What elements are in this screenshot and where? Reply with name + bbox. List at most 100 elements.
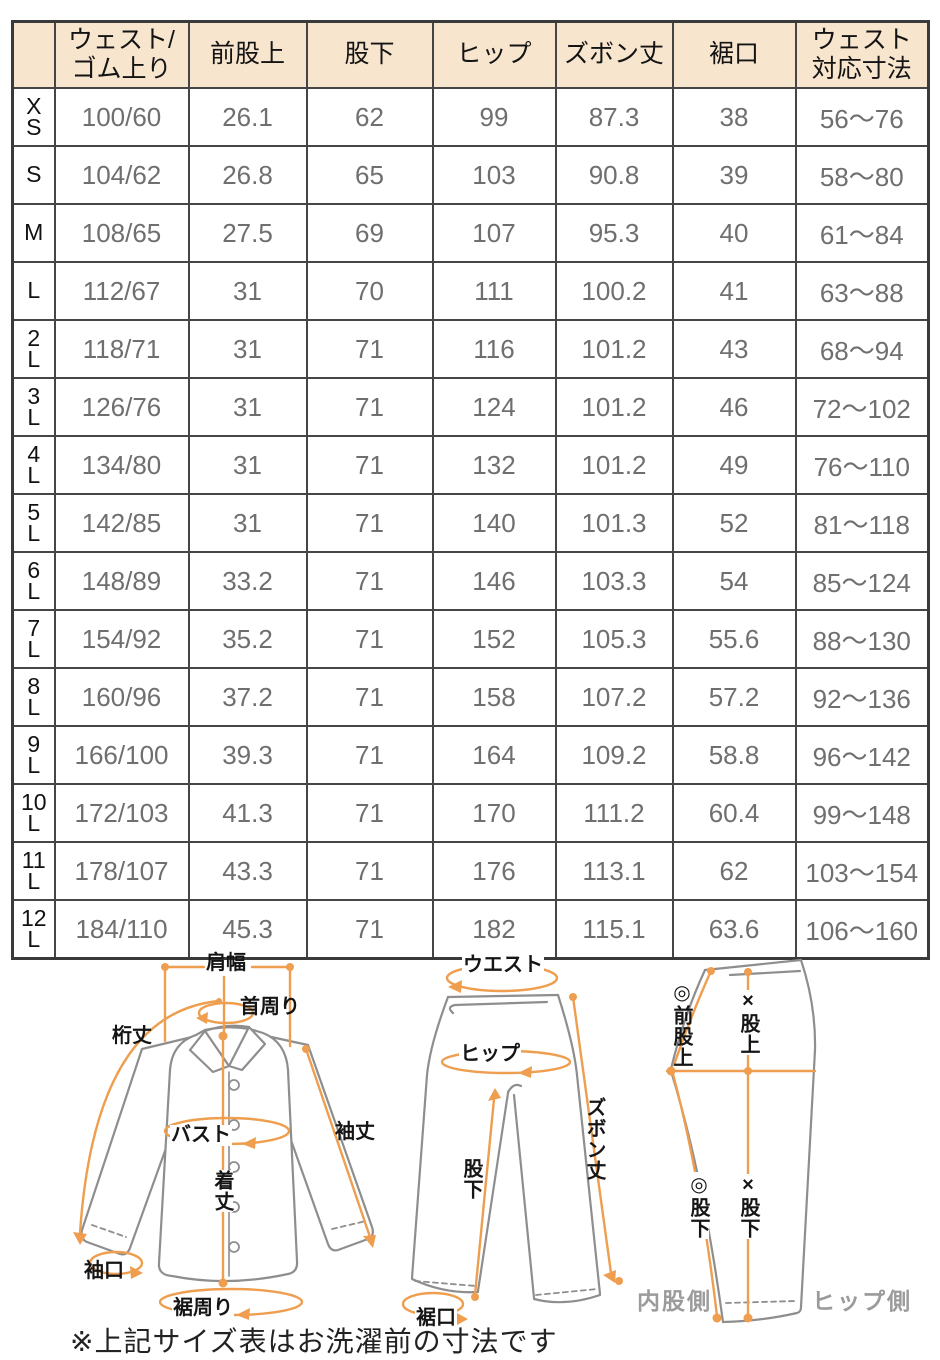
table-row: X S 100/60 26.1 62 99 87.3 38 56〜76 xyxy=(11,87,930,147)
measurement-value-cell: 31 xyxy=(187,261,308,321)
measurement-value-cell: 37.2 xyxy=(187,667,308,727)
measurement-value-cell: 99〜148 xyxy=(794,783,930,843)
measurement-value-cell: 58〜80 xyxy=(794,145,930,205)
pants-length-label: ズボン丈 xyxy=(583,1097,605,1181)
measurement-value-cell: 26.1 xyxy=(187,87,308,147)
size-chart-table: ウェスト/ ゴム上り 前股上 股下 ヒップ ズボン丈 裾口 ウェスト 対応寸法 … xyxy=(11,20,930,960)
measurement-value-cell: 166/100 xyxy=(53,725,190,785)
header-hem-opening: 裾口 xyxy=(671,20,797,89)
measurement-value-cell: 43.3 xyxy=(187,841,308,901)
measurement-value-cell: 57.2 xyxy=(671,667,797,727)
size-label: 3 L xyxy=(11,377,56,437)
measurement-value-cell: 26.8 xyxy=(187,145,308,205)
measurement-value-cell: 62 xyxy=(305,87,434,147)
table-row: S 104/62 26.8 65 103 90.8 39 58〜80 xyxy=(11,145,930,205)
table-row: 11 L 178/107 43.3 71 176 113.1 62 103〜154 xyxy=(11,841,930,901)
measurement-value-cell: 109.2 xyxy=(554,725,674,785)
size-label: 6 L xyxy=(11,551,56,611)
size-label: 4 L xyxy=(11,435,56,495)
size-label: S xyxy=(11,145,56,205)
measurement-value-cell: 170 xyxy=(431,783,557,843)
hem-opening-label: 裾口 xyxy=(415,1307,457,1329)
rise-label: ×股上 xyxy=(736,990,759,1055)
measurement-value-cell: 132 xyxy=(431,435,557,495)
measurement-value-cell: 134/80 xyxy=(53,435,190,495)
measurement-value-cell: 81〜118 xyxy=(794,493,930,553)
measurement-value-cell: 39.3 xyxy=(187,725,308,785)
size-label: M xyxy=(11,203,56,263)
table-row: 5 L 142/85 31 71 140 101.3 52 81〜118 xyxy=(11,493,930,553)
measurement-value-cell: 71 xyxy=(305,609,434,669)
measurement-value-cell: 41 xyxy=(671,261,797,321)
header-pants-length: ズボン丈 xyxy=(554,20,674,89)
table-row: 7 L 154/92 35.2 71 152 105.3 55.6 88〜130 xyxy=(11,609,930,669)
measurement-value-cell: 124 xyxy=(431,377,557,437)
measurement-value-cell: 71 xyxy=(305,725,434,785)
measurement-value-cell: 104/62 xyxy=(53,145,190,205)
measurement-value-cell: 52 xyxy=(671,493,797,553)
inseam-side-label: ×股下 xyxy=(736,1174,759,1239)
measurement-value-cell: 63.6 xyxy=(671,899,797,960)
measurement-value-cell: 103 xyxy=(431,145,557,205)
measurement-value-cell: 112/67 xyxy=(53,261,190,321)
measurement-value-cell: 56〜76 xyxy=(794,87,930,147)
pre-wash-note: ※上記サイズ表はお洗濯前の寸法です xyxy=(70,1326,558,1357)
measurement-value-cell: 176 xyxy=(431,841,557,901)
measurement-value-cell: 71 xyxy=(305,493,434,553)
measurement-value-cell: 43 xyxy=(671,319,797,379)
measurement-diagram-drawing xyxy=(73,958,817,1325)
hem-circumference-label: 裾周り xyxy=(172,1297,234,1319)
table-row: 4 L 134/80 31 71 132 101.2 49 76〜110 xyxy=(11,435,930,495)
measurement-value-cell: 116 xyxy=(431,319,557,379)
measurement-value-cell: 31 xyxy=(187,493,308,553)
measurement-value-cell: 61〜84 xyxy=(794,203,930,263)
measurement-value-cell: 103.3 xyxy=(554,551,674,611)
measurement-value-cell: 100.2 xyxy=(554,261,674,321)
measurement-value-cell: 101.2 xyxy=(554,435,674,495)
measurement-value-cell: 178/107 xyxy=(53,841,190,901)
header-waist-elastic: ウェスト/ ゴム上り xyxy=(53,20,190,89)
measurement-value-cell: 118/71 xyxy=(53,319,190,379)
measurement-value-cell: 55.6 xyxy=(671,609,797,669)
inner-thigh-side-label: 内股側 xyxy=(637,1288,712,1314)
measurement-value-cell: 103〜154 xyxy=(794,841,930,901)
size-label: 10 L xyxy=(11,783,56,843)
table-row: 10 L 172/103 41.3 71 170 111.2 60.4 99〜148 xyxy=(11,783,930,843)
hip-side-label: ヒップ側 xyxy=(812,1288,912,1314)
header-front-rise: 前股上 xyxy=(187,20,308,89)
measurement-value-cell: 101.3 xyxy=(554,493,674,553)
measurement-value-cell: 182 xyxy=(431,899,557,960)
size-label: X S xyxy=(11,87,56,147)
shirt-buttons xyxy=(228,1079,240,1253)
measurement-value-cell: 71 xyxy=(305,319,434,379)
header-waist-range: ウェスト 対応寸法 xyxy=(794,20,930,89)
measurement-value-cell: 71 xyxy=(305,899,434,960)
yuki-length-label: 桁丈 xyxy=(112,1025,152,1047)
size-table-body: X S 100/60 26.1 62 99 87.3 38 56〜76 S 104/62 26.8 6… xyxy=(11,87,930,960)
measurement-value-cell: 107 xyxy=(431,203,557,263)
table-row: L 112/67 31 70 111 100.2 41 63〜88 xyxy=(11,261,930,321)
measurement-value-cell: 87.3 xyxy=(554,87,674,147)
header-inseam: 股下 xyxy=(305,20,434,89)
measurement-value-cell: 60.4 xyxy=(671,783,797,843)
measurement-value-cell: 31 xyxy=(187,319,308,379)
measurement-value-cell: 142/85 xyxy=(53,493,190,553)
measurement-value-cell: 115.1 xyxy=(554,899,674,960)
measurement-value-cell: 58.8 xyxy=(671,725,797,785)
measurement-value-cell: 146 xyxy=(431,551,557,611)
measurement-value-cell: 65 xyxy=(305,145,434,205)
measurement-value-cell: 71 xyxy=(305,551,434,611)
waist-label: ウエスト xyxy=(462,954,544,976)
shoulder-width-label: 肩幅 xyxy=(206,952,246,974)
size-label: 5 L xyxy=(11,493,56,553)
measurement-value-cell: 111.2 xyxy=(554,783,674,843)
measurement-value-cell: 71 xyxy=(305,377,434,437)
measurement-value-cell: 40 xyxy=(671,203,797,263)
measurement-value-cell: 90.8 xyxy=(554,145,674,205)
cuff-opening-label: 袖口 xyxy=(84,1260,124,1282)
measurement-value-cell: 54 xyxy=(671,551,797,611)
size-label: 2 L xyxy=(11,319,56,379)
measurement-value-cell: 49 xyxy=(671,435,797,495)
inseam-label: 股下 xyxy=(459,1158,482,1200)
measurement-value-cell: 100/60 xyxy=(53,87,190,147)
